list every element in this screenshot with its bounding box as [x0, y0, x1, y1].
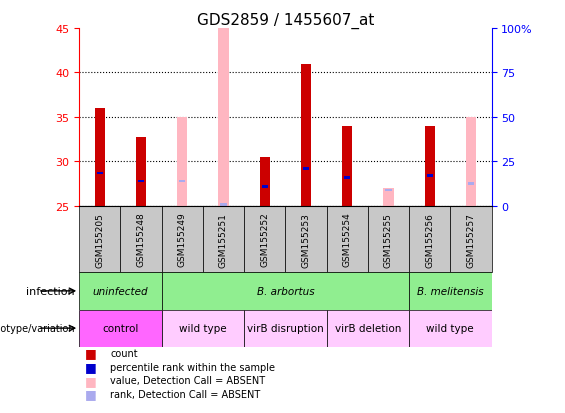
- Text: GSM155248: GSM155248: [137, 212, 145, 267]
- Bar: [342, 126, 353, 206]
- FancyBboxPatch shape: [327, 310, 409, 347]
- FancyBboxPatch shape: [409, 273, 492, 310]
- Text: count: count: [110, 348, 138, 358]
- Text: uninfected: uninfected: [93, 286, 148, 296]
- FancyBboxPatch shape: [79, 273, 162, 310]
- Text: GSM155205: GSM155205: [95, 212, 104, 267]
- FancyBboxPatch shape: [450, 206, 492, 273]
- Text: genotype/variation: genotype/variation: [0, 323, 75, 333]
- Text: percentile rank within the sample: percentile rank within the sample: [110, 362, 275, 372]
- Bar: [383, 189, 394, 206]
- Bar: [424, 126, 435, 206]
- Bar: [262, 185, 268, 188]
- FancyBboxPatch shape: [244, 206, 285, 273]
- Text: GSM155256: GSM155256: [425, 212, 434, 267]
- FancyBboxPatch shape: [327, 206, 368, 273]
- Text: virB disruption: virB disruption: [247, 323, 324, 333]
- FancyBboxPatch shape: [368, 206, 409, 273]
- Bar: [385, 189, 392, 192]
- Text: GSM155249: GSM155249: [178, 212, 186, 267]
- Bar: [179, 180, 185, 183]
- Bar: [303, 168, 309, 171]
- Text: B. arbortus: B. arbortus: [257, 286, 314, 296]
- FancyBboxPatch shape: [162, 310, 244, 347]
- Text: GSM155257: GSM155257: [467, 212, 475, 267]
- Text: ■: ■: [85, 374, 97, 387]
- Bar: [427, 175, 433, 178]
- Text: ■: ■: [85, 360, 97, 373]
- FancyBboxPatch shape: [162, 206, 203, 273]
- FancyBboxPatch shape: [244, 310, 327, 347]
- Bar: [138, 180, 144, 183]
- Bar: [218, 29, 229, 206]
- Bar: [259, 158, 270, 206]
- Text: GSM155254: GSM155254: [343, 212, 351, 267]
- Text: B. melitensis: B. melitensis: [417, 286, 484, 296]
- FancyBboxPatch shape: [79, 310, 162, 347]
- FancyBboxPatch shape: [285, 206, 327, 273]
- Bar: [468, 183, 474, 185]
- Bar: [466, 118, 476, 206]
- Text: GSM155253: GSM155253: [302, 212, 310, 267]
- Text: rank, Detection Call = ABSENT: rank, Detection Call = ABSENT: [110, 389, 260, 399]
- Text: infection: infection: [27, 286, 75, 296]
- Text: wild type: wild type: [427, 323, 474, 333]
- Text: virB deletion: virB deletion: [334, 323, 401, 333]
- Bar: [94, 109, 105, 206]
- Text: wild type: wild type: [179, 323, 227, 333]
- Bar: [97, 172, 103, 175]
- Text: control: control: [102, 323, 138, 333]
- Text: value, Detection Call = ABSENT: value, Detection Call = ABSENT: [110, 375, 266, 385]
- FancyBboxPatch shape: [409, 310, 492, 347]
- FancyBboxPatch shape: [203, 206, 244, 273]
- Text: GSM155255: GSM155255: [384, 212, 393, 267]
- Text: GSM155252: GSM155252: [260, 212, 269, 267]
- Bar: [344, 177, 350, 179]
- Text: ■: ■: [85, 347, 97, 360]
- FancyBboxPatch shape: [79, 206, 120, 273]
- Text: GSM155251: GSM155251: [219, 212, 228, 267]
- FancyBboxPatch shape: [409, 206, 450, 273]
- Text: ■: ■: [85, 387, 97, 401]
- Bar: [220, 203, 227, 206]
- Title: GDS2859 / 1455607_at: GDS2859 / 1455607_at: [197, 13, 374, 29]
- Bar: [301, 64, 311, 206]
- FancyBboxPatch shape: [162, 273, 409, 310]
- FancyBboxPatch shape: [120, 206, 162, 273]
- Bar: [177, 118, 188, 206]
- Bar: [136, 138, 146, 206]
